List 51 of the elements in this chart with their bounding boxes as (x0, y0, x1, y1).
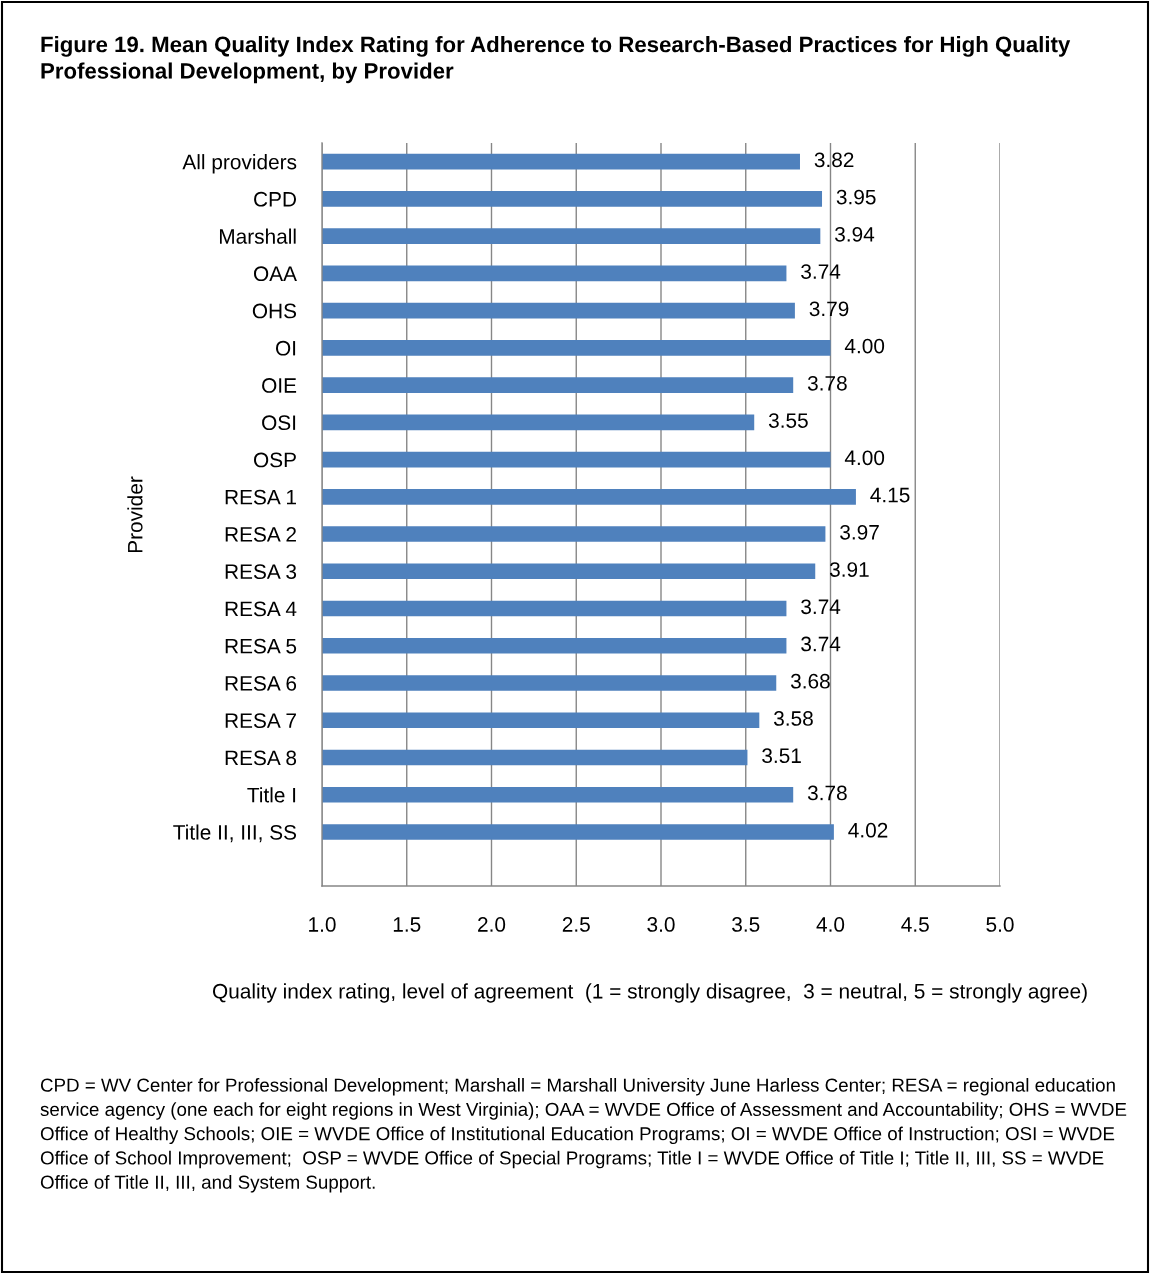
data-label: 3.78 (807, 375, 847, 391)
data-label: 3.74 (801, 599, 841, 615)
data-label: 3.82 (814, 152, 854, 168)
y-tick-label: RESA 4 (225, 601, 297, 617)
data-label: 3.51 (762, 748, 801, 764)
y-tick-label: OHS (252, 303, 297, 319)
x-tick-label: 4.0 (816, 917, 845, 932)
data-label: 3.97 (840, 524, 879, 540)
text: CPD = WV Center for Professional Development; Marshall = Marshall University June Harless Center; RESA = regional education service agency (one each for eight regions in West Virginia); OAA = WVDE Office of Assessment and Accountability; OHS = WVDE Office of Healthy Schools; OIE = WVDE Office of Institutional Education Programs; OI = WVDE Office of Instruction; OSI = WVDE Office of School Improvement; OSP = WVDE Office of Special Programs; Title I = WVDE Office of Title I; Title II, III, SS = WVDE Office of Title II, III, and System Support. (40, 1078, 1127, 1193)
y-axis-title: Provider (127, 476, 143, 553)
y-tick-label: OIE (262, 378, 297, 393)
y-tick-label: CPD (254, 191, 296, 207)
data-label: 3.68 (790, 673, 830, 689)
chart-title: Figure 19. Mean Quality Index Rating for Adherence to Research-Based Practices for High Quality Professional Development, by Provider (41, 36, 1071, 84)
data-label: 4.00 (844, 338, 885, 354)
y-tick-label: RESA 5 (225, 638, 297, 654)
data-label: 3.74 (801, 264, 841, 279)
y-tick-label: RESA 2 (225, 527, 296, 542)
y-tick-label: RESA 1 (225, 489, 296, 505)
data-label: 3.58 (773, 711, 813, 726)
y-tick-label: All providers (182, 154, 297, 174)
data-label: 3.78 (807, 785, 847, 801)
x-tick-label: 2.0 (478, 917, 506, 932)
y-tick-label: RESA 8 (225, 750, 297, 766)
data-label: 3.74 (801, 636, 841, 652)
data-label: 3.79 (809, 301, 849, 317)
x-tick-label: 4.5 (901, 917, 929, 932)
data-label: 3.55 (768, 413, 808, 428)
x-tick-label: 1.5 (393, 917, 421, 932)
data-label: 3.95 (836, 189, 876, 205)
data-label: 3.94 (835, 226, 875, 242)
x-tick-label: 3.5 (732, 917, 760, 932)
y-tick-label: RESA 3 (225, 564, 297, 580)
y-tick-label: OSI (262, 415, 296, 431)
data-label: 4.00 (844, 450, 885, 466)
y-tick-label: Marshall (219, 228, 296, 244)
data-label: 4.02 (848, 822, 888, 838)
y-tick-label: Title II, III, SS (173, 824, 297, 843)
y-tick-label: RESA 7 (225, 713, 296, 729)
x-tick-label: 1.0 (309, 917, 336, 932)
y-tick-label: RESA 6 (225, 676, 297, 691)
y-tick-label: OI (275, 340, 296, 356)
data-label: 3.91 (829, 562, 869, 577)
y-tick-label: Title I (247, 787, 296, 803)
x-tick-label: 3.0 (647, 917, 675, 932)
y-tick-label: OSP (253, 452, 296, 468)
x-axis-title: Quality index rating, level of agreement (1 = strongly disagree, 3 = neutral, 5 = strongly agree) (212, 983, 1087, 1003)
data-label: 4.15 (870, 487, 910, 503)
x-tick-label: 2.5 (562, 917, 590, 932)
x-tick-label: 5.0 (986, 917, 1014, 932)
y-tick-label: OAA (253, 266, 297, 282)
